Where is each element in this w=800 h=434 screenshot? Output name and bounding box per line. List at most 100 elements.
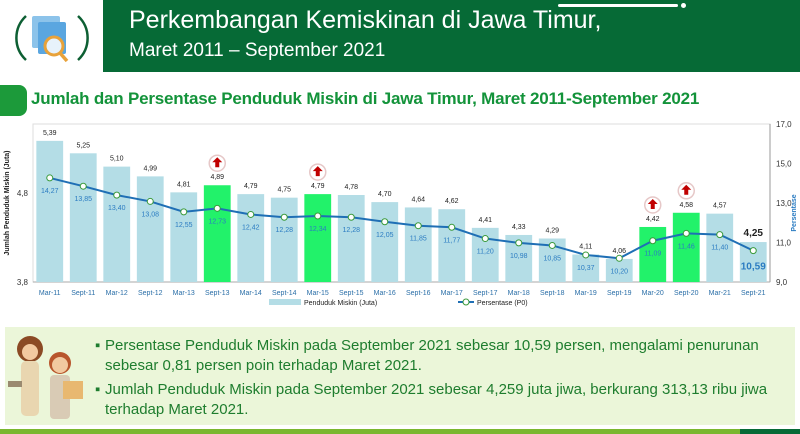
page-title: Perkembangan Kemiskinan di Jawa Timur, bbox=[129, 6, 602, 34]
chart-title: Jumlah dan Persentase Penduduk Miskin di… bbox=[31, 89, 700, 108]
bar-Sept-12 bbox=[136, 176, 164, 282]
footer-bar-accent bbox=[740, 429, 800, 434]
notes-box bbox=[5, 327, 795, 425]
percentage-point bbox=[481, 235, 489, 243]
percentage-point bbox=[146, 197, 154, 205]
x-tick-label: Sept-19 bbox=[607, 290, 632, 297]
right-tick-label: 9,0 bbox=[776, 278, 788, 287]
x-tick-label: Sept-21 bbox=[741, 290, 766, 297]
bar-value-label: 4,70 bbox=[378, 191, 392, 198]
bar-value-label: 4,79 bbox=[244, 183, 258, 190]
percentage-point bbox=[180, 208, 188, 216]
bar-Mar-16 bbox=[371, 202, 399, 282]
percentage-point bbox=[213, 204, 221, 212]
poverty-chart: 3,8 4,8 9,0 11,0 13,0 15,0 17,0 Jumlah Penduduk… bbox=[4, 120, 798, 307]
bar-value-label: 4,57 bbox=[713, 203, 727, 210]
bar-value-label: 5,10 bbox=[110, 156, 124, 163]
bar-value-label: 4,79 bbox=[311, 183, 325, 190]
people-illustration bbox=[8, 336, 83, 419]
x-tick-label: Mar-21 bbox=[709, 290, 731, 297]
percentage-point bbox=[381, 218, 389, 226]
percentage-label: 10,37 bbox=[577, 265, 595, 272]
bar-value-label: 4,25 bbox=[744, 228, 764, 239]
legend-line-marker bbox=[462, 298, 470, 306]
x-tick-label: Mar-20 bbox=[642, 290, 664, 297]
bar-Mar-19 bbox=[572, 254, 600, 282]
bar-value-label: 4,42 bbox=[646, 216, 660, 223]
percentage-label: 12,34 bbox=[309, 226, 327, 233]
footer-bar bbox=[0, 429, 800, 434]
bar-Mar-14 bbox=[237, 194, 265, 282]
bar-Sept-11 bbox=[69, 153, 97, 282]
right-tick-label: 13,0 bbox=[776, 199, 792, 208]
percentage-label: 12,28 bbox=[342, 227, 360, 234]
percentage-point bbox=[649, 237, 657, 245]
magnifier-document-icon bbox=[15, 15, 89, 63]
bullet-icon: ▪ bbox=[95, 381, 101, 398]
percentage-label: 12,05 bbox=[376, 232, 394, 239]
x-tick-label: Sept-15 bbox=[339, 290, 364, 297]
percentage-point bbox=[682, 229, 690, 237]
note-item: ▪ Jumlah Penduduk Miskin pada September … bbox=[95, 380, 785, 420]
bar-value-label: 4,81 bbox=[177, 181, 191, 188]
arrow-up-icon bbox=[681, 184, 692, 195]
percentage-label: 12,55 bbox=[175, 222, 193, 229]
x-tick-label: Sept-17 bbox=[473, 290, 498, 297]
bar-Mar-11 bbox=[36, 140, 64, 282]
bar-value-label: 4,58 bbox=[679, 202, 693, 209]
bar-value-label: 5,25 bbox=[76, 142, 90, 149]
note-text: Jumlah Penduduk Miskin pada September 20… bbox=[105, 381, 768, 418]
x-tick-label: Sept-16 bbox=[406, 290, 431, 297]
x-tick-label: Mar-12 bbox=[106, 290, 128, 297]
percentage-label: 12,28 bbox=[275, 227, 293, 234]
percentage-point bbox=[615, 254, 623, 262]
arrow-up-icon bbox=[647, 198, 658, 209]
x-tick-label: Sept-13 bbox=[205, 290, 230, 297]
percentage-label: 10,20 bbox=[610, 268, 628, 275]
section-marker bbox=[0, 85, 27, 116]
percentage-point bbox=[347, 213, 355, 221]
percentage-line bbox=[49, 176, 754, 260]
decorative-dot bbox=[681, 3, 686, 8]
bar-Mar-20 bbox=[639, 226, 667, 282]
bar-Sept-13 bbox=[203, 185, 231, 282]
percentage-label: 13,85 bbox=[74, 196, 92, 203]
percentage-point bbox=[247, 210, 255, 218]
percentage-point bbox=[582, 251, 590, 259]
percentage-label: 12,73 bbox=[208, 218, 226, 225]
left-axis-title: Jumlah Penduduk Miskin (Juta) bbox=[4, 150, 11, 255]
x-tick-label: Sept-12 bbox=[138, 290, 163, 297]
x-tick-label: Sept-18 bbox=[540, 290, 565, 297]
percentage-point bbox=[716, 231, 724, 239]
percentage-label: 10,98 bbox=[510, 253, 528, 260]
percentage-label: 10,59 bbox=[741, 262, 766, 273]
percentage-point bbox=[314, 212, 322, 220]
legend-bar-swatch bbox=[269, 299, 301, 305]
percentage-point bbox=[749, 247, 757, 255]
percentage-point bbox=[280, 213, 288, 221]
x-tick-label: Mar-14 bbox=[240, 290, 262, 297]
bar-value-label: 4,33 bbox=[512, 224, 526, 231]
percentage-point bbox=[113, 191, 121, 199]
bar-value-label: 5,39 bbox=[43, 130, 57, 137]
percentage-label: 13,08 bbox=[141, 211, 159, 218]
bar-value-label: 4,99 bbox=[143, 165, 157, 172]
bar-value-label: 4,29 bbox=[545, 228, 559, 235]
bar-Sept-14 bbox=[270, 197, 298, 282]
right-tick-label: 11,0 bbox=[776, 239, 792, 248]
decorative-line bbox=[558, 4, 678, 7]
x-tick-label: Mar-15 bbox=[307, 290, 329, 297]
left-tick-label: 3,8 bbox=[17, 278, 29, 287]
bar-Mar-13 bbox=[170, 192, 198, 282]
bar-Mar-15 bbox=[304, 194, 332, 282]
x-tick-label: Mar-17 bbox=[441, 290, 463, 297]
right-axis-title: Persentase bbox=[791, 194, 798, 231]
bar-value-label: 4,11 bbox=[579, 243, 592, 250]
arrow-up-icon bbox=[212, 157, 223, 168]
percentage-label: 11,09 bbox=[644, 251, 661, 258]
bar-value-label: 4,64 bbox=[411, 196, 425, 203]
arrow-up-icon bbox=[312, 166, 323, 177]
percentage-point bbox=[46, 174, 54, 182]
x-tick-label: Mar-18 bbox=[508, 290, 530, 297]
bullet-icon: ▪ bbox=[95, 337, 101, 354]
